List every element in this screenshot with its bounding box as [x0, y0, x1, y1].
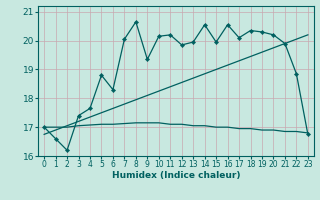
X-axis label: Humidex (Indice chaleur): Humidex (Indice chaleur)	[112, 171, 240, 180]
